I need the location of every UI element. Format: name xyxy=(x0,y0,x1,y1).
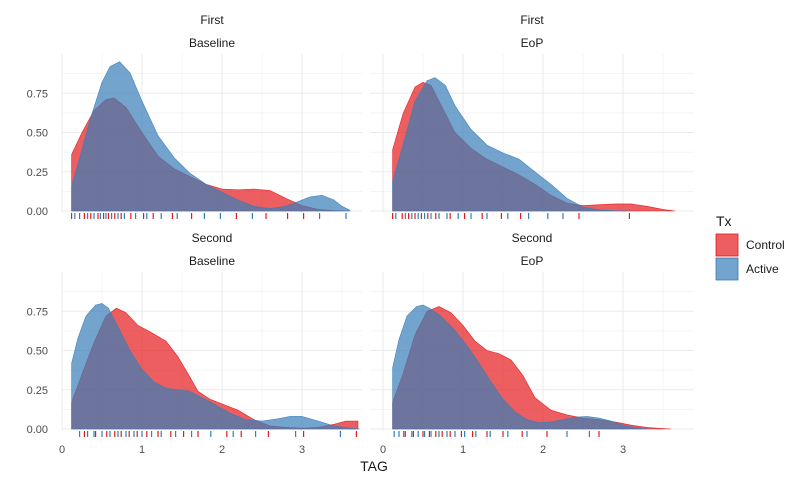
x-tick-label: 3 xyxy=(620,444,626,456)
legend-key-control xyxy=(715,233,739,257)
x-tick-label: 0 xyxy=(380,444,386,456)
facet-panel: First Baseline 0.00 0.25 0.50 0.75 xyxy=(27,13,362,219)
strip-label-row: First xyxy=(200,13,224,27)
y-tick-label: 0.75 xyxy=(27,88,48,100)
legend: Tx Control Active xyxy=(715,213,785,281)
strip-label-row: Second xyxy=(512,231,553,245)
y-tick-label: 0.00 xyxy=(27,424,48,436)
strip-label-col: Baseline xyxy=(189,254,235,268)
density-area-active xyxy=(392,77,632,212)
density-area-active xyxy=(71,303,360,430)
y-tick-label: 0.75 xyxy=(27,306,48,318)
strip-label-col: Baseline xyxy=(189,36,235,50)
strip-label-col: EoP xyxy=(521,254,544,268)
x-tick-label: 3 xyxy=(299,444,305,456)
facet-panel: Second Baseline 0.00 0.25 0.50 0.75 0 1 2 3 xyxy=(27,231,362,456)
y-tick-label: 0.00 xyxy=(27,206,48,218)
y-tick-label: 0.50 xyxy=(27,346,48,358)
x-tick-label: 2 xyxy=(540,444,546,456)
strip-label-row: First xyxy=(520,13,544,27)
facet-panel: First EoP xyxy=(370,13,694,219)
y-tick-label: 0.25 xyxy=(27,385,48,397)
x-tick-label: 0 xyxy=(59,444,65,456)
facet-panels: FirstBaseline0.000.250.500.75FirstEoPSec… xyxy=(27,13,694,456)
legend-label-control: Control xyxy=(746,238,785,252)
strip-label-row: Second xyxy=(192,231,233,245)
y-tick-label: 0.50 xyxy=(27,128,48,140)
x-axis-title: TAG xyxy=(360,458,388,474)
legend-key-active xyxy=(715,257,739,281)
x-tick-label: 1 xyxy=(139,444,145,456)
density-area-active xyxy=(71,61,351,212)
legend-label-active: Active xyxy=(746,262,779,276)
x-tick-label: 1 xyxy=(460,444,466,456)
density-area-active xyxy=(392,304,648,430)
strip-label-col: EoP xyxy=(521,36,544,50)
x-tick-label: 2 xyxy=(219,444,225,456)
facet-panel: Second EoP 0 1 2 3 xyxy=(370,231,694,456)
y-tick-label: 0.25 xyxy=(27,167,48,179)
legend-title: Tx xyxy=(716,213,732,229)
